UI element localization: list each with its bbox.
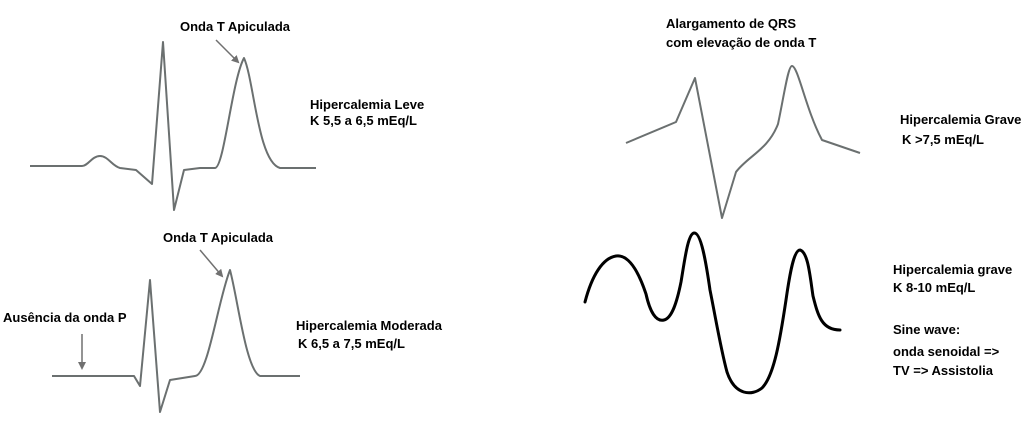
label-k-grave-sine: K 8-10 mEq/L [893,280,976,295]
arrow-t-moderada [199,249,224,278]
label-hipercalemia-grave-sine: Hipercalemia grave [893,262,1013,277]
label-hipercalemia-leve: Hipercalemia Leve [310,97,425,112]
label-k-moderada: K 6,5 a 7,5 mEq/L [298,336,405,351]
arrow-t-leve [215,39,240,64]
ecg-trace-grave [625,65,861,219]
annotation-onda-t-moderada: Onda T Apiculada [163,230,274,245]
label-hipercalemia-grave: Hipercalemia Grave [900,112,1022,127]
label-k-grave: K >7,5 mEq/L [902,132,984,147]
ecg-trace-leve [30,41,316,211]
note-onda-senoidal: onda senoidal => [893,344,1000,359]
note-tv-assistolia: TV => Assistolia [893,363,993,378]
label-k-leve: K 5,5 a 6,5 mEq/L [310,113,417,128]
note-sine-wave: Sine wave: [893,322,961,337]
label-hipercalemia-moderada: Hipercalemia Moderada [296,318,442,333]
annotation-alargamento-qrs: Alargamento de QRS [666,16,797,31]
ecg-trace-moderada [52,269,300,413]
annotation-ausencia-onda-p: Ausência da onda P [3,310,127,325]
sine-wave-trace [583,231,842,395]
annotation-elevacao-onda-t: com elevação de onda T [666,35,817,50]
annotation-onda-t-leve: Onda T Apiculada [180,19,291,34]
